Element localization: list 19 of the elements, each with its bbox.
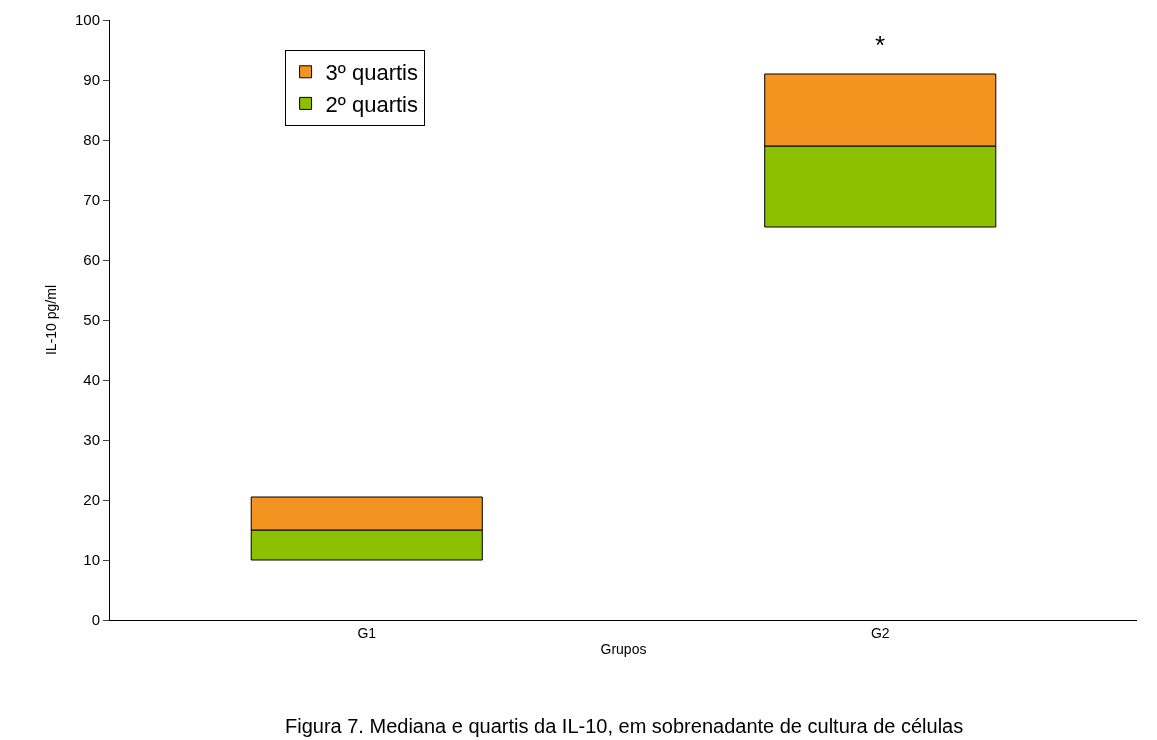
y-tick-label: 80 [83, 131, 100, 149]
y-tick-label: 90 [83, 71, 100, 89]
y-tick-label: 30 [83, 431, 100, 449]
y-axis-title: IL-10 pg/ml [42, 284, 59, 356]
x-tick-label: G1 [357, 624, 377, 641]
y-tick-label: 70 [83, 191, 100, 209]
y-tick-label: 40 [83, 371, 100, 389]
legend-label: 2º quartis [325, 91, 419, 117]
text: Figura 7. Mediana e quartis da IL-10, em sobrenadante de cultura de células [285, 715, 964, 737]
legend-label: 3º quartis [325, 60, 419, 86]
x-tick-label: G2 [870, 624, 890, 641]
y-tick-label: 100 [74, 11, 100, 29]
y-tick-label: 0 [91, 611, 100, 629]
y-tick-label: 20 [83, 491, 100, 509]
y-tick-label: 10 [83, 551, 100, 569]
annotation: * [875, 30, 886, 60]
y-tick-label: 60 [83, 251, 100, 269]
y-tick-label: 50 [83, 311, 100, 329]
x-axis-title: Grupos [600, 641, 647, 658]
